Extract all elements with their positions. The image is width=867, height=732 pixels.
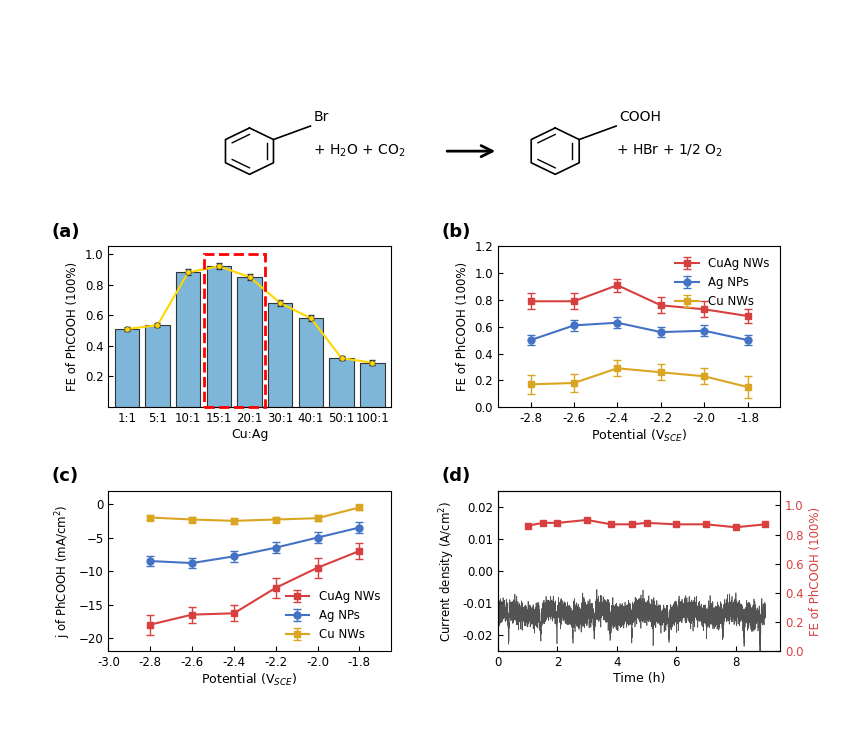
Text: Br: Br xyxy=(314,110,329,124)
Text: (c): (c) xyxy=(52,467,79,485)
Y-axis label: j of PhCOOH (mA/cm$^2$): j of PhCOOH (mA/cm$^2$) xyxy=(54,504,73,638)
Y-axis label: FE of PhCOOH (100%): FE of PhCOOH (100%) xyxy=(809,507,822,635)
Bar xyxy=(145,325,170,407)
Text: (b): (b) xyxy=(441,223,471,241)
Text: + H$_2$O + CO$_2$: + H$_2$O + CO$_2$ xyxy=(313,143,406,160)
Bar xyxy=(360,363,385,407)
Bar xyxy=(206,266,231,407)
Text: (a): (a) xyxy=(52,223,81,241)
Legend: CuAg NWs, Ag NPs, Cu NWs: CuAg NWs, Ag NPs, Cu NWs xyxy=(281,586,385,646)
X-axis label: Time (h): Time (h) xyxy=(613,672,665,685)
Y-axis label: FE of PhCOOH (100%): FE of PhCOOH (100%) xyxy=(456,262,469,392)
Bar xyxy=(268,303,292,407)
Bar xyxy=(176,272,200,407)
Legend: CuAg NWs, Ag NPs, Cu NWs: CuAg NWs, Ag NPs, Cu NWs xyxy=(670,253,774,313)
Bar xyxy=(329,358,354,407)
X-axis label: Potential (V$_{SCE}$): Potential (V$_{SCE}$) xyxy=(591,427,688,444)
X-axis label: Potential (V$_{SCE}$): Potential (V$_{SCE}$) xyxy=(201,672,297,688)
Bar xyxy=(204,254,265,407)
Y-axis label: FE of PhCOOH (100%): FE of PhCOOH (100%) xyxy=(67,262,80,392)
Y-axis label: Current density (A/cm$^2$): Current density (A/cm$^2$) xyxy=(438,501,457,641)
X-axis label: Cu:Ag: Cu:Ag xyxy=(231,427,268,441)
Text: + HBr + 1/2 O$_2$: + HBr + 1/2 O$_2$ xyxy=(616,143,722,160)
Bar xyxy=(298,318,323,407)
Text: COOH: COOH xyxy=(620,110,662,124)
Bar xyxy=(114,329,139,407)
Text: (d): (d) xyxy=(441,467,471,485)
Bar xyxy=(238,277,262,407)
